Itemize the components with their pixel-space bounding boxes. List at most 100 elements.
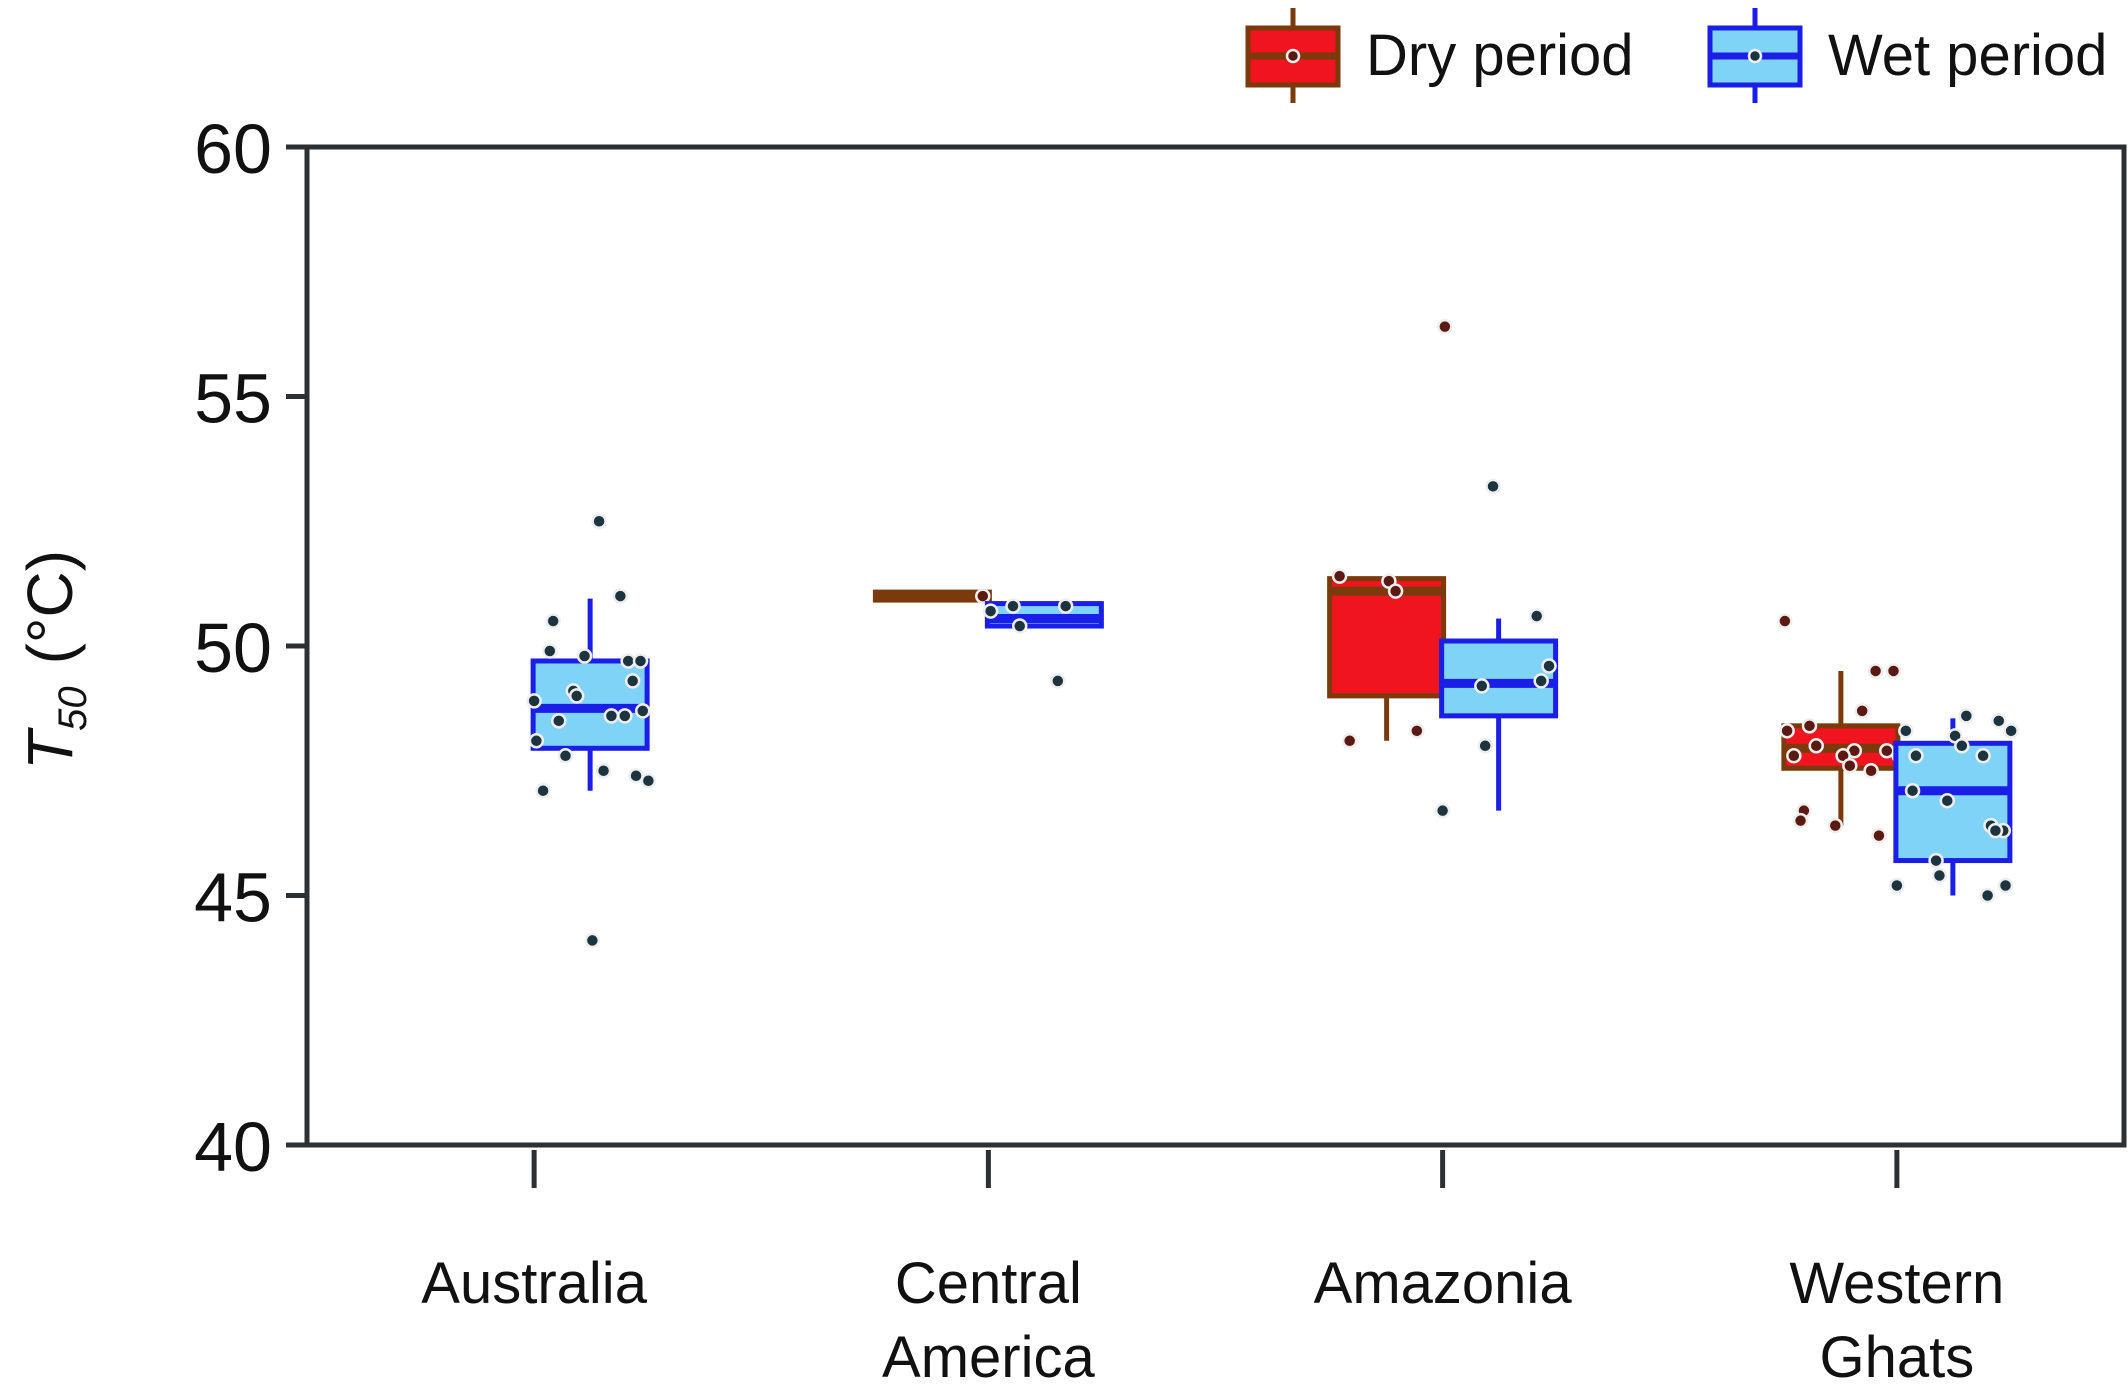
x-tick-label-line: America [882, 1325, 1095, 1384]
y-tick-label: 60 [194, 110, 272, 188]
x-tick-label: Amazonia [1314, 1251, 1573, 1316]
legend: Dry period Wet period [1245, 8, 2107, 103]
y-tick-label: 40 [194, 1108, 272, 1186]
svg-text:T50(°C): T50 (°C) [14, 550, 95, 770]
data-point [635, 703, 651, 719]
data-point [591, 513, 607, 529]
data-point [1786, 748, 1802, 764]
data-point [1889, 877, 1905, 894]
data-point [1533, 673, 1549, 689]
data-point [1801, 718, 1818, 734]
data-point [535, 782, 551, 799]
data-point [1997, 877, 2014, 894]
y-axis: 40 45 50 55 60 [194, 110, 307, 1186]
data-point [557, 748, 574, 764]
data-point [632, 653, 649, 669]
data-point [1541, 658, 1557, 674]
data-point [1991, 713, 2007, 729]
data-point [603, 708, 620, 724]
data-point [1528, 608, 1545, 624]
data-point [982, 603, 999, 619]
data-point [595, 763, 612, 779]
data-point [576, 648, 593, 664]
data-point [1954, 738, 1970, 754]
data-point [1409, 723, 1425, 739]
data-point [975, 588, 991, 604]
data-point [1005, 598, 1021, 614]
data-point [1777, 613, 1793, 629]
data-point [1779, 723, 1795, 739]
legend-wet-point [1747, 48, 1763, 64]
data-point [1477, 738, 1493, 754]
data-point [1434, 802, 1451, 819]
legend-item-dry: Dry period [1245, 8, 1634, 103]
data-point [584, 932, 601, 949]
data-point [1474, 678, 1490, 694]
legend-dry-point [1285, 48, 1301, 64]
data-point [1958, 708, 1975, 724]
x-tick-label: Australia [421, 1251, 647, 1316]
data-point [2003, 723, 2019, 739]
data-point [628, 767, 644, 784]
data-point [1854, 703, 1870, 719]
data-point [1792, 812, 1809, 829]
legend-dry-label: Dry period [1366, 23, 1634, 88]
legend-item-wet: Wet period [1707, 8, 2107, 103]
data-point [528, 733, 545, 749]
x-tick-label-line: Ghats [1820, 1325, 1975, 1384]
data-point [1939, 792, 1956, 809]
data-point [612, 588, 629, 604]
data-point [545, 613, 561, 629]
data-point [551, 713, 567, 729]
data-point [526, 693, 542, 709]
data-point [1871, 827, 1887, 844]
data-point [1437, 318, 1453, 335]
legend-wet-label: Wet period [1828, 23, 2107, 88]
data-point [1387, 583, 1404, 599]
x-tick-label-line: Central [895, 1251, 1082, 1316]
data-point [1057, 598, 1074, 614]
y-axis-symbol: T [14, 727, 86, 770]
x-tick-label-line: Western [1789, 1251, 2004, 1316]
data-point [542, 643, 558, 659]
data-point [617, 708, 633, 724]
series-dry-period [872, 318, 1907, 844]
data-point [1879, 743, 1895, 759]
y-axis-title: T50 (°C) [14, 550, 95, 770]
y-axis-subscript: 50 [51, 686, 95, 731]
data-point [1928, 852, 1944, 869]
data-point [1050, 673, 1066, 689]
data-point [1863, 763, 1879, 779]
x-tick-label-line: Amazonia [1314, 1251, 1573, 1316]
data-point [1867, 663, 1884, 679]
data-point [1331, 568, 1348, 584]
y-tick-label: 55 [194, 360, 272, 438]
data-point [620, 653, 636, 669]
y-tick-label: 50 [194, 609, 272, 687]
data-point [1842, 758, 1858, 774]
data-point [1011, 618, 1028, 634]
x-tick-label-line: Australia [421, 1251, 647, 1316]
data-point [624, 673, 641, 689]
data-point [1885, 663, 1902, 679]
data-point [1975, 748, 1991, 764]
x-axis: Australia Central America Amazonia Western Gh… [421, 1150, 2004, 1384]
data-point [1908, 748, 1924, 764]
data-point [1827, 817, 1844, 834]
series-wet-period [526, 478, 2019, 949]
data-point [568, 688, 585, 704]
data-point [1931, 867, 1948, 884]
data-point [1987, 822, 2004, 839]
data-point [1485, 478, 1501, 495]
x-tick-label: Western Ghats [1789, 1251, 2004, 1384]
box [1327, 576, 1447, 699]
data-point [1904, 782, 1921, 799]
x-tick-label: Central America [882, 1251, 1095, 1384]
y-tick-label: 45 [194, 859, 272, 937]
y-axis-unit: (°C) [14, 550, 86, 664]
data-point [1979, 887, 1996, 904]
data-point [1808, 738, 1824, 754]
data-point [640, 772, 657, 789]
data-point [1341, 733, 1358, 749]
